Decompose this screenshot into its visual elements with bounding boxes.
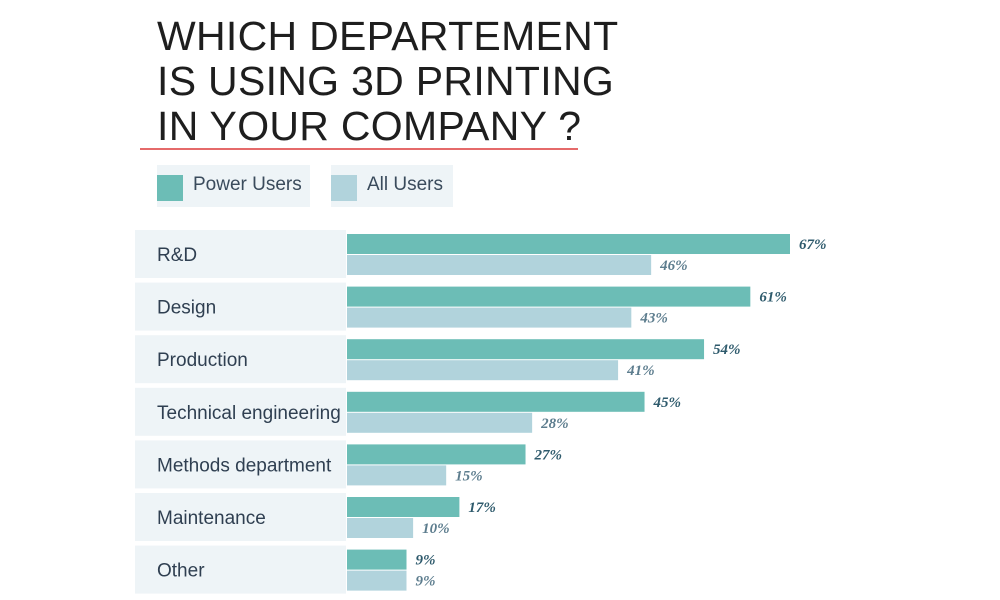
bar-power-users-methods-department — [347, 444, 526, 465]
category-label-other: Other — [157, 561, 205, 582]
value-label-all-users-other: 9% — [416, 574, 436, 590]
legend-label-power-users: Power Users — [193, 174, 302, 195]
value-label-all-users-maintenance: 10% — [422, 521, 450, 537]
row-band-maintenance — [135, 493, 346, 541]
bar-all-users-maintenance — [347, 518, 414, 538]
row-band-methods-department — [135, 440, 346, 489]
value-label-power-users-other: 9% — [416, 553, 436, 569]
value-label-power-users-randd: 67% — [799, 237, 827, 253]
bar-power-users-technical-engineering — [347, 391, 645, 412]
chart-title-line-1: WHICH DEPARTEMENT — [157, 13, 619, 59]
row-band-production — [135, 335, 346, 384]
value-label-power-users-design: 61% — [759, 290, 787, 306]
category-label-methods-department: Methods department — [157, 455, 332, 476]
category-label-design: Design — [157, 298, 216, 319]
chart-title: WHICH DEPARTEMENT IS USING 3D PRINTING I… — [157, 14, 717, 149]
bar-power-users-other — [347, 549, 407, 570]
legend-item-power-users: Power Users — [157, 165, 310, 207]
value-label-power-users-methods-department: 27% — [534, 447, 563, 463]
value-label-power-users-production: 54% — [713, 342, 741, 358]
category-label-production: Production — [157, 350, 248, 371]
value-label-power-users-technical-engineering: 45% — [653, 395, 682, 411]
row-band-technical-engineering — [135, 387, 346, 436]
legend-item-all-users: All Users — [331, 165, 453, 207]
legend-swatch-power-users — [157, 175, 183, 201]
legend-swatch-all-users — [331, 175, 357, 201]
row-band-other — [135, 545, 346, 594]
bar-all-users-methods-department — [347, 465, 447, 486]
value-label-all-users-production: 41% — [626, 363, 655, 379]
chart-title-line-3: IN YOUR COMPANY ? — [157, 103, 582, 149]
bar-all-users-technical-engineering — [347, 412, 533, 433]
category-label-randd: R&D — [157, 245, 197, 266]
value-label-all-users-technical-engineering: 28% — [540, 416, 569, 432]
bar-power-users-maintenance — [347, 497, 460, 517]
value-label-all-users-design: 43% — [639, 311, 668, 327]
bar-power-users-randd — [347, 234, 790, 254]
legend-label-all-users: All Users — [367, 174, 444, 195]
bar-power-users-design — [347, 286, 751, 307]
title-underline — [140, 148, 578, 150]
value-label-all-users-methods-department: 15% — [455, 468, 483, 484]
row-band-design — [135, 282, 346, 331]
chart-title-line-2: IS USING 3D PRINTING — [157, 58, 615, 104]
row-band-randd — [135, 230, 346, 278]
category-label-technical-engineering: Technical engineering — [157, 403, 341, 424]
bar-all-users-production — [347, 360, 619, 381]
bar-power-users-production — [347, 339, 705, 360]
bar-all-users-randd — [347, 255, 652, 275]
value-label-all-users-randd: 46% — [659, 258, 688, 274]
category-label-maintenance: Maintenance — [157, 508, 266, 529]
bar-all-users-design — [347, 307, 632, 328]
value-label-power-users-maintenance: 17% — [468, 500, 496, 516]
bar-all-users-other — [347, 570, 407, 591]
